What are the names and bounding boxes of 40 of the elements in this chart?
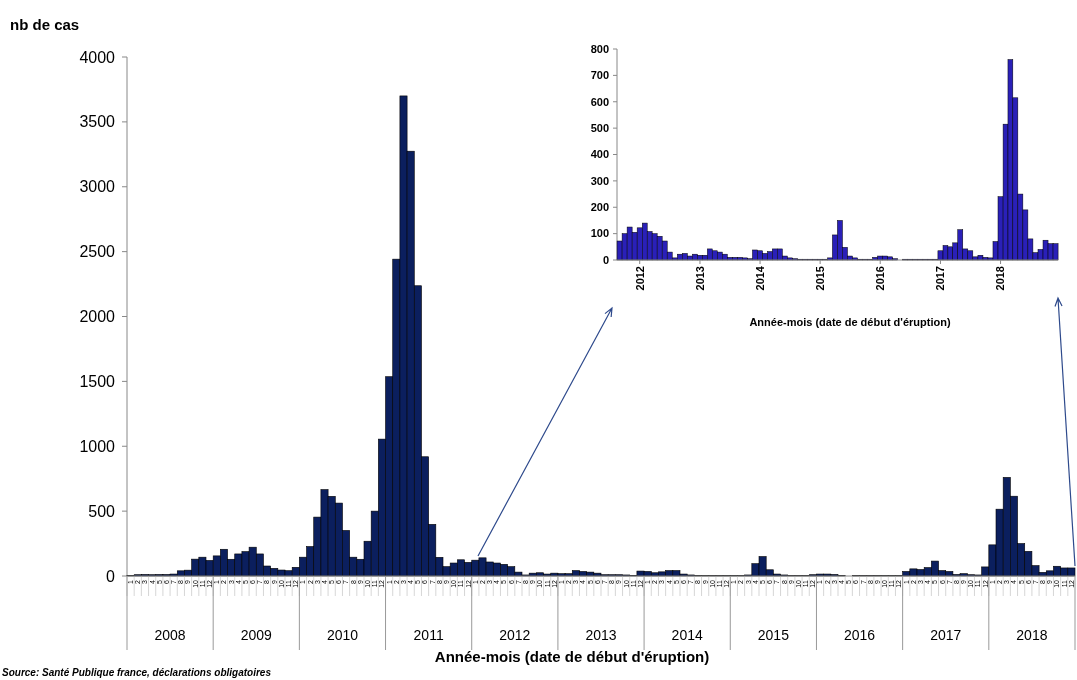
y-tick-label: 600	[590, 95, 609, 108]
x-tick-label: 2012	[633, 266, 646, 291]
text: 2011	[413, 627, 444, 643]
x-tick-label: 2018	[994, 266, 1007, 291]
text: 2012	[499, 627, 531, 643]
text: 2010	[326, 627, 359, 643]
text: 2015	[757, 627, 790, 643]
y-tick-label: 2500	[79, 243, 116, 261]
y-tick-label: 4000	[79, 48, 116, 66]
y-tick-label: 400	[590, 148, 609, 161]
x-tick-label: 2013	[693, 266, 706, 291]
y-tick-label: 0	[106, 567, 116, 585]
y-tick-label: 500	[88, 502, 116, 520]
x-tick-label: 2014	[753, 265, 766, 291]
y-tick-label: 3000	[79, 178, 116, 196]
y-tick-label: 100	[590, 227, 609, 240]
text: 2014	[671, 627, 703, 643]
y-tick-label: 800	[590, 42, 609, 55]
y-tick-label: 1500	[79, 372, 116, 390]
y-axis-title: nb de cas	[10, 16, 80, 33]
text: 2018	[1016, 627, 1048, 643]
x-axis-title: Année-mois (date de début d'éruption)	[434, 648, 710, 665]
text: 2008	[154, 627, 186, 643]
y-tick-label: 500	[590, 121, 609, 134]
text: 2009	[240, 627, 273, 643]
y-tick-label: 2000	[79, 308, 116, 326]
text: 2016	[843, 627, 876, 643]
text: 2013	[585, 627, 617, 643]
y-tick-label: 0	[602, 253, 609, 266]
x-tick-label: 2017	[934, 266, 947, 291]
y-tick-label: 700	[590, 69, 609, 82]
x-axis-title: Année-mois (date de début d'éruption)	[749, 316, 951, 328]
y-tick-label: 300	[590, 174, 609, 187]
y-tick-label: 1000	[79, 437, 116, 455]
x-tick-label: 2015	[813, 266, 826, 291]
y-tick-label: 200	[590, 201, 609, 214]
y-tick-label: 3500	[79, 113, 116, 131]
source-note: Source: Santé Publique france, déclarations obligatoires	[2, 667, 272, 678]
text: 2017	[930, 627, 962, 643]
x-tick-label: 2016	[874, 266, 887, 291]
